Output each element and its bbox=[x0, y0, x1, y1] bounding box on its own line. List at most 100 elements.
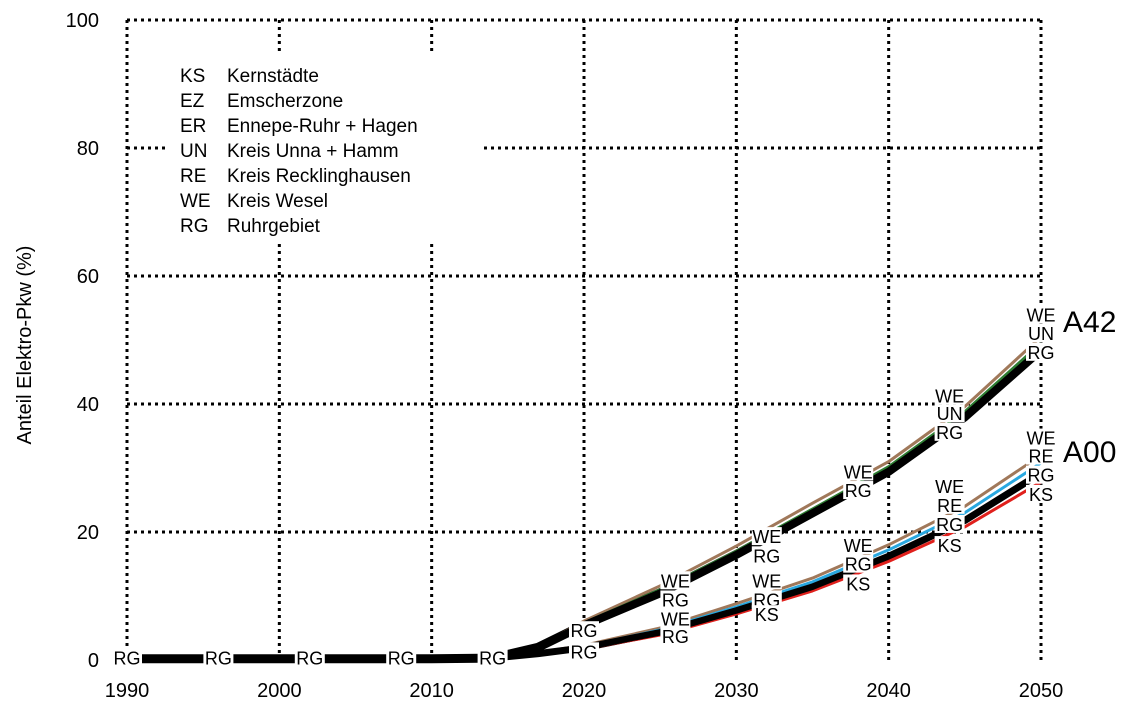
legend-name: Emscherzone bbox=[227, 91, 343, 112]
point-label-bg bbox=[934, 422, 965, 441]
legend-name: Kreis Wesel bbox=[227, 191, 328, 212]
legend-code: EZ bbox=[180, 91, 205, 112]
legend: KS Kernstädte EZ Emscherzone ER Ennepe-Ruhr +… bbox=[168, 54, 480, 244]
point-label-bg bbox=[843, 554, 874, 573]
point-label-bg bbox=[1026, 324, 1056, 343]
y-tick-label: 100 bbox=[66, 10, 99, 32]
point-label-bg bbox=[751, 546, 782, 565]
y-tick-label: 80 bbox=[77, 138, 99, 160]
point-label: RG bbox=[936, 423, 963, 443]
x-tick-label: 2010 bbox=[409, 680, 454, 702]
y-tick-label: 40 bbox=[77, 394, 99, 416]
y-axis-label: Anteil Elektro-Pkw (%) bbox=[14, 246, 36, 445]
point-label: RG bbox=[753, 546, 780, 566]
point-label-bg bbox=[1026, 465, 1056, 484]
legend-code: RG bbox=[180, 216, 209, 237]
point-label-bg bbox=[1026, 428, 1056, 447]
point-label-bg bbox=[751, 605, 782, 624]
point-label: RG bbox=[479, 649, 506, 669]
point-label: WE bbox=[752, 527, 781, 547]
point-label: RG bbox=[205, 649, 232, 669]
scenario-label-a00: A00 bbox=[1063, 436, 1116, 469]
point-label-bg bbox=[477, 648, 508, 667]
point-label-bg bbox=[934, 404, 965, 423]
point-label-bg bbox=[934, 514, 965, 533]
point-label: RG bbox=[1028, 466, 1055, 486]
point-label: RG bbox=[296, 649, 323, 669]
point-label-bg bbox=[660, 626, 691, 645]
point-label-bg bbox=[294, 648, 325, 667]
x-tick-label: 1990 bbox=[105, 680, 150, 702]
x-tick-label: 2030 bbox=[714, 680, 759, 702]
point-label-bg bbox=[660, 571, 691, 590]
y-tick-label: 60 bbox=[77, 266, 99, 288]
point-label-bg bbox=[1026, 342, 1056, 361]
grid bbox=[125, 18, 1043, 660]
point-label-bg bbox=[203, 648, 234, 667]
point-label-bg bbox=[660, 590, 691, 609]
series-line-a42-rg bbox=[536, 346, 1044, 651]
x-tick-label: 2000 bbox=[257, 680, 302, 702]
legend-code: KS bbox=[180, 66, 205, 87]
point-label: WE bbox=[661, 610, 690, 630]
point-label: WE bbox=[935, 386, 964, 406]
point-label: RG bbox=[388, 649, 415, 669]
series-line-a42-un bbox=[537, 342, 1043, 649]
point-label: KS bbox=[755, 605, 779, 625]
point-label: KS bbox=[846, 574, 870, 594]
point-label: RG bbox=[1028, 343, 1055, 363]
point-label: WE bbox=[935, 477, 964, 497]
point-label-bg bbox=[1026, 446, 1056, 465]
legend-code: UN bbox=[180, 141, 207, 162]
point-label-bg bbox=[751, 571, 782, 590]
point-label: RG bbox=[571, 642, 598, 662]
x-tick-label: 2050 bbox=[1019, 680, 1064, 702]
point-label-bg bbox=[569, 621, 599, 640]
point-label-bg bbox=[1026, 484, 1056, 503]
point-label: RG bbox=[845, 555, 872, 575]
point-label-bg bbox=[934, 536, 965, 555]
legend-code: RE bbox=[180, 166, 206, 187]
legend-box bbox=[168, 54, 480, 244]
point-label-bg bbox=[386, 648, 417, 667]
point-label: WE bbox=[844, 462, 873, 482]
legend-name: Kreis Unna + Hamm bbox=[227, 141, 399, 162]
point-label-bg bbox=[569, 642, 599, 661]
point-label-bg bbox=[1026, 305, 1056, 324]
point-label: UN bbox=[937, 404, 963, 424]
series-line-a42-we bbox=[537, 335, 1043, 648]
series-line-rg-overlay bbox=[536, 347, 1043, 650]
point-label-bg bbox=[843, 481, 874, 500]
point-label-bg bbox=[843, 462, 874, 481]
legend-code: ER bbox=[180, 116, 206, 137]
point-label: RE bbox=[1028, 446, 1053, 466]
y-tick-label: 0 bbox=[88, 650, 99, 672]
point-label: WE bbox=[1027, 429, 1056, 449]
point-label-bg bbox=[660, 609, 691, 628]
x-tick-label: 2020 bbox=[562, 680, 607, 702]
point-label: RG bbox=[114, 649, 141, 669]
point-label: WE bbox=[1027, 306, 1056, 326]
legend-name: Ruhrgebiet bbox=[227, 216, 321, 237]
scenario-label-a42: A42 bbox=[1063, 306, 1116, 339]
point-label-bg bbox=[751, 527, 782, 546]
legend-name: Ennepe-Ruhr + Hagen bbox=[227, 116, 418, 137]
point-label: KS bbox=[1029, 485, 1053, 505]
point-label-bg bbox=[934, 386, 965, 405]
y-tick-label: 20 bbox=[77, 522, 99, 544]
point-label: RE bbox=[937, 496, 962, 516]
point-label-bg bbox=[934, 495, 965, 514]
point-label-bg bbox=[112, 648, 142, 667]
point-label: RG bbox=[936, 515, 963, 535]
point-label: WE bbox=[661, 571, 690, 591]
legend-code: WE bbox=[180, 191, 211, 212]
point-label-bg bbox=[934, 477, 965, 496]
point-labels: RG RG RG RG RGRGRGWERGWERGWERGWERGKSWERGWERG… bbox=[112, 305, 1056, 669]
point-label-bg bbox=[843, 574, 874, 593]
legend-name: Kernstädte bbox=[227, 66, 319, 87]
point-label: RG bbox=[571, 621, 598, 641]
x-tick-label: 2040 bbox=[866, 680, 911, 702]
point-label: UN bbox=[1028, 324, 1054, 344]
